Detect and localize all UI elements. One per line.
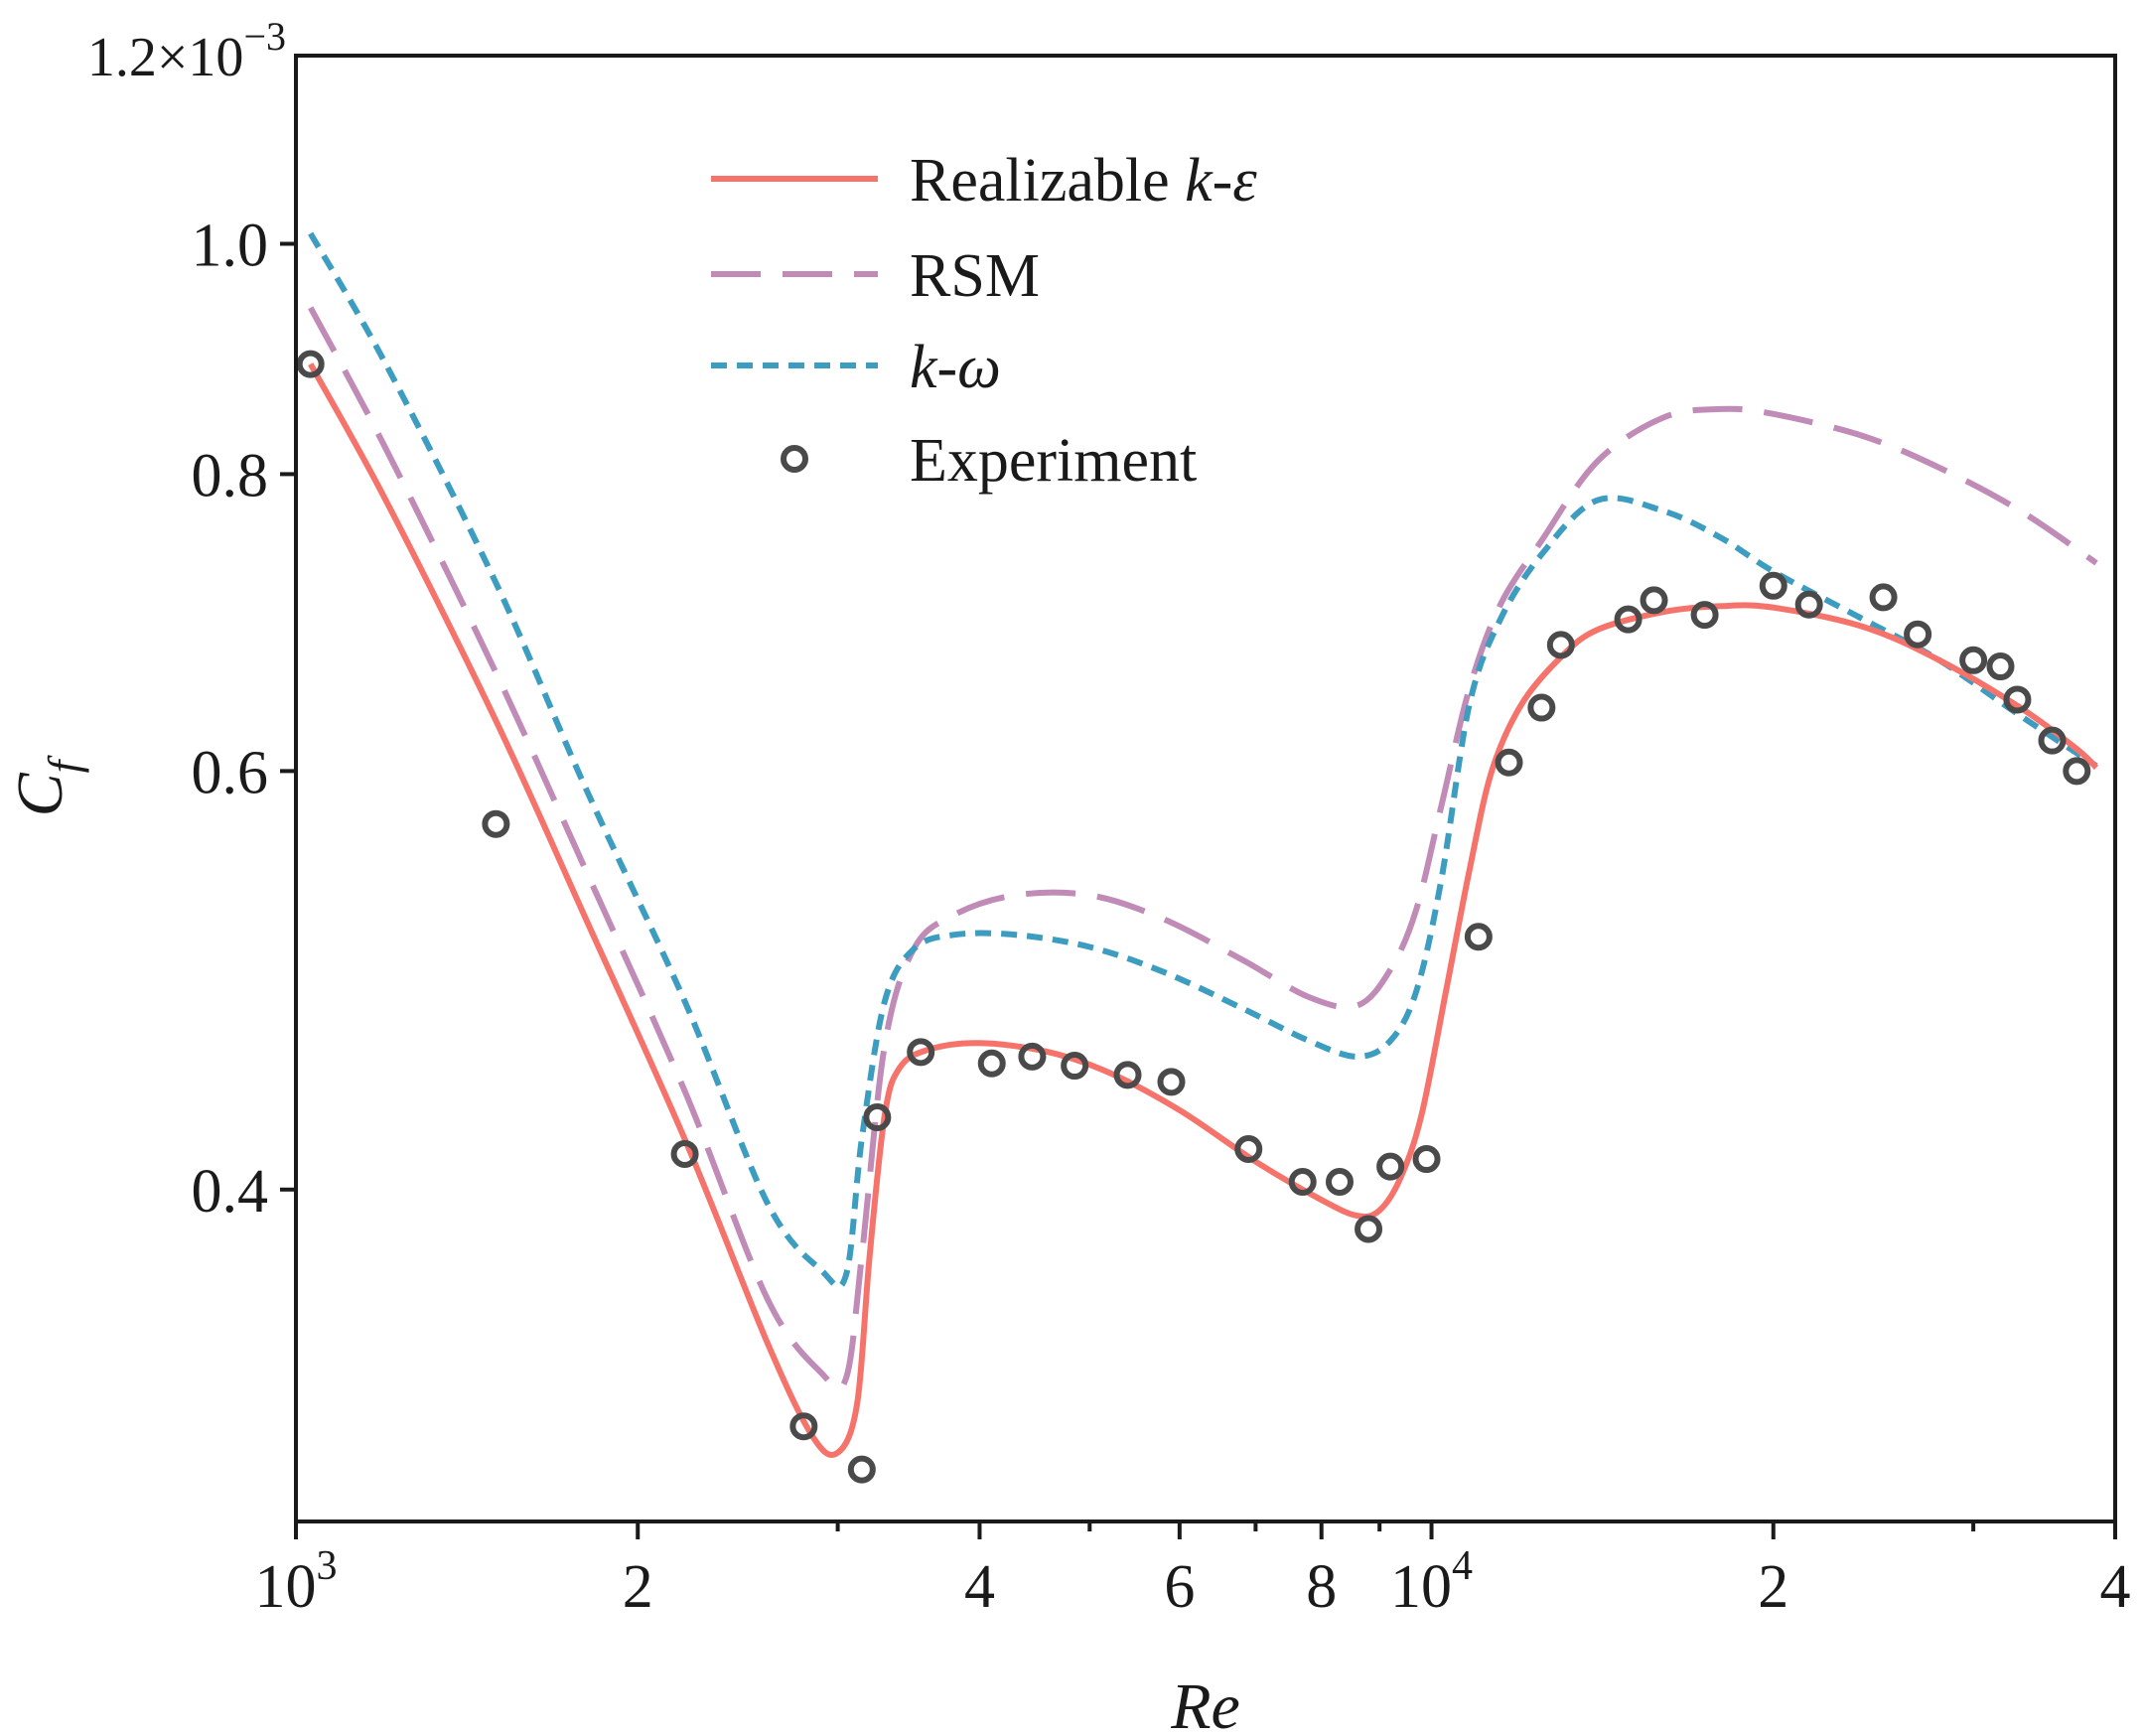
experiment-point-31: [2003, 685, 2032, 714]
experiment-point-17: [1412, 1145, 1441, 1174]
experiment-point-8: [1018, 1042, 1047, 1071]
legend-label-rsm: RSM: [910, 242, 1040, 310]
experiment-point-6: [907, 1038, 935, 1067]
experiment-point-23: [1640, 586, 1668, 615]
x-tick-labels: 103 2 4 6 8 104 2 4: [255, 1543, 2131, 1621]
experiment-point-22: [1614, 605, 1643, 634]
y-tick-label-0: 0.4: [192, 1158, 269, 1226]
y-axis-label: Cf: [4, 754, 89, 816]
experiment-point-0: [296, 350, 325, 378]
legend-label-k-omega: k-ω: [910, 334, 1001, 401]
legend-label-experiment: Experiment: [910, 427, 1197, 495]
legend-label-realizable: Realizable k-ε: [910, 147, 1257, 215]
experiment-point-16: [1376, 1152, 1405, 1181]
experiment-markers: [296, 350, 2091, 1484]
experiment-point-32: [2038, 726, 2067, 755]
plot-frame: [294, 54, 2117, 1523]
y-tick-label-3: 1.0: [192, 212, 269, 279]
experiment-point-4: [847, 1455, 876, 1484]
experiment-point-18: [1464, 923, 1493, 951]
experiment-point-20: [1527, 693, 1556, 722]
experiment-point-7: [977, 1049, 1006, 1078]
x-axis-label: Re: [1170, 1670, 1240, 1736]
experiment-point-12: [1234, 1135, 1263, 1164]
experiment-point-25: [1759, 571, 1787, 600]
axis-ticks: [280, 241, 2117, 1539]
x-tick-label-0: 103: [255, 1543, 338, 1621]
experiment-point-27: [1869, 583, 1898, 612]
x-tick-label-4: 8: [1306, 1553, 1337, 1621]
experiment-point-15: [1355, 1215, 1383, 1243]
experiment-point-26: [1794, 590, 1823, 619]
x-tick-label-7: 4: [2100, 1553, 2131, 1621]
experiment-point-3: [789, 1412, 818, 1441]
x-tick-label-3: 6: [1164, 1553, 1195, 1621]
experiment-point-30: [1986, 652, 2015, 681]
y-tick-label-2: 0.8: [192, 442, 269, 509]
series-line-1: [308, 306, 2098, 1392]
legend-swatch-experiment: [781, 445, 808, 473]
series-line-2: [308, 231, 2098, 1290]
series-line-0: [308, 362, 2099, 1458]
experiment-point-13: [1288, 1168, 1317, 1197]
experiment-point-10: [1113, 1061, 1142, 1089]
experiment-point-11: [1157, 1068, 1186, 1096]
experiment-point-5: [863, 1103, 892, 1132]
experiment-point-33: [2063, 757, 2091, 786]
experiment-point-9: [1061, 1052, 1089, 1081]
experiment-point-29: [1959, 646, 1988, 674]
x-tick-label-5: 104: [1390, 1543, 1473, 1621]
x-tick-label-2: 4: [964, 1553, 995, 1621]
legend: Realizable k-ε RSM k-ω Experiment: [711, 147, 1257, 495]
experiment-point-2: [670, 1140, 699, 1169]
experiment-point-21: [1546, 631, 1575, 659]
y-scale-label: 1.2×10−3: [87, 14, 286, 88]
series-group: [308, 231, 2099, 1458]
x-tick-label-1: 2: [623, 1553, 653, 1621]
experiment-point-28: [1904, 620, 1932, 649]
experiment-point-19: [1495, 748, 1523, 777]
y-tick-label-1: 0.6: [192, 739, 269, 806]
y-tick-labels: 0.4 0.6 0.8 1.0: [192, 212, 269, 1225]
experiment-point-1: [482, 809, 510, 838]
x-tick-label-6: 2: [1758, 1553, 1788, 1621]
experiment-point-14: [1325, 1168, 1354, 1197]
experiment-point-24: [1690, 601, 1719, 630]
